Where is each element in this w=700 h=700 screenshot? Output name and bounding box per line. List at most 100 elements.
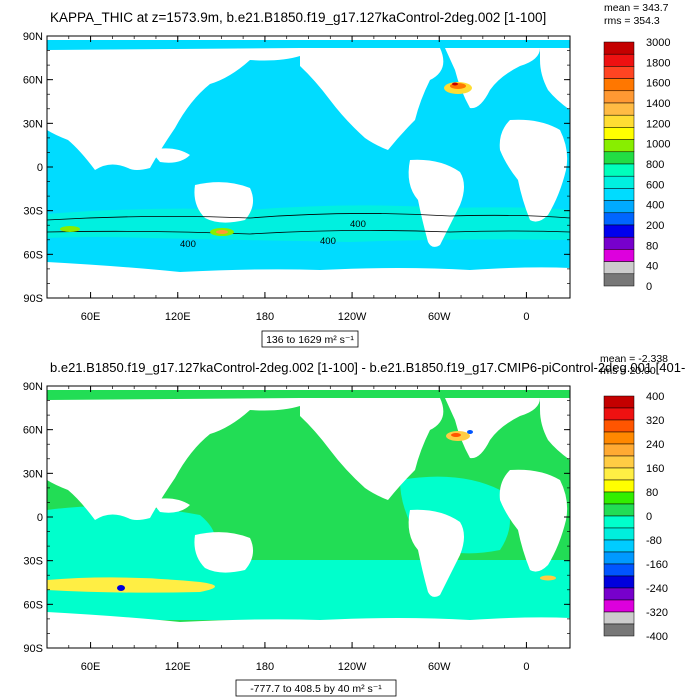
x-tick-label: 60E [81, 311, 101, 323]
x-tick-label: 120W [338, 311, 367, 323]
colorbar-label: 80 [646, 240, 658, 252]
colorbar-label: 1200 [646, 118, 670, 130]
colorbar-label: 600 [646, 179, 664, 191]
y-tick-label: 90S [23, 293, 43, 305]
colorbar-swatch [603, 102, 635, 116]
colorbar-label: 240 [646, 439, 664, 451]
colorbar-label: 40 [646, 261, 658, 273]
panel-1-contour-label: 400 [350, 219, 366, 230]
colorbar-label: 1800 [646, 57, 670, 69]
panel-1-south-america [408, 159, 464, 247]
colorbar-swatch [603, 455, 635, 469]
colorbar-swatch [603, 563, 635, 577]
panel-1-axes: 90N 60N 30N 0 30S 60S 90S 60E 120E 180 120W 60W 0 [23, 31, 571, 323]
panel-2-australia [194, 532, 254, 573]
colorbar-swatch [603, 261, 635, 275]
colorbar-swatch [603, 224, 635, 238]
y-tick-label: 60S [23, 599, 43, 611]
colorbar-swatch [603, 236, 635, 250]
colorbar-label: 3000 [646, 37, 670, 49]
panel-2-axes: 90N 60N 30N 0 30S 60S 90S 60E 120E 180 120W 60W 0 [23, 381, 571, 673]
colorbar-label: -240 [646, 583, 668, 595]
panel-1-rms: rms = 354.3 [604, 15, 660, 27]
colorbar-swatch [603, 479, 635, 493]
colorbar-label: -320 [646, 607, 668, 619]
colorbar-swatch [603, 407, 635, 421]
panel-1-mean: mean = 343.7 [604, 2, 669, 14]
colorbar-label: 1400 [646, 98, 670, 110]
panel-2-asia [47, 398, 300, 520]
colorbar-label: 1600 [646, 78, 670, 90]
panel-1-contour-label: 400 [320, 236, 336, 247]
y-tick-label: 0 [37, 512, 43, 524]
colorbar-swatch [603, 151, 635, 165]
y-tick-label: 0 [37, 162, 43, 174]
colorbar-label: 160 [646, 463, 664, 475]
colorbar-label: 400 [646, 200, 664, 212]
colorbar-swatch [603, 515, 635, 529]
colorbar-swatch [603, 419, 635, 433]
colorbar-swatch [603, 467, 635, 481]
colorbar-swatch [603, 527, 635, 541]
panel-1-africa [499, 119, 568, 222]
panel-1-range-box [261, 330, 359, 348]
y-tick-label: 90N [23, 31, 43, 43]
colorbar-swatch [603, 273, 635, 287]
panel-1-range-label: 136 to 1629 m² s⁻¹ [266, 334, 354, 346]
panel-2-colorbar: 400 320 240 160 80 0 -80 -160 -240 -320 -400 [603, 391, 668, 643]
panel-2-range-label: -777.7 to 408.5 by 40 m² s⁻¹ [250, 683, 382, 695]
panel-1-map: 400 400 400 [47, 36, 570, 298]
panel-1-north-america [300, 48, 444, 150]
colorbar-label: 0 [646, 281, 652, 293]
x-tick-label: 0 [523, 661, 529, 673]
panel-2-north-america [300, 398, 444, 500]
colorbar-label: 80 [646, 487, 658, 499]
colorbar-swatch [603, 114, 635, 128]
panel-2-south-america [408, 509, 464, 597]
panel-2: b.e21.B1850.f19_g17.127kaControl-2deg.00… [23, 353, 685, 697]
panel-1-asia [47, 48, 300, 170]
panel-2-title: b.e21.B1850.f19_g17.127kaControl-2deg.00… [50, 360, 685, 375]
panel-2-range-box [235, 679, 397, 697]
x-tick-label: 120E [165, 311, 191, 323]
colorbar-swatch [603, 188, 635, 201]
colorbar-swatch [603, 139, 635, 153]
panel-1-australia [194, 182, 254, 223]
panel-1: KAPPA_THIC at z=1573.9m, b.e21.B1850.f19… [23, 2, 670, 348]
colorbar-label: 0 [646, 511, 652, 523]
colorbar-swatch [603, 611, 635, 625]
colorbar-swatch [603, 175, 635, 189]
colorbar-label: 800 [646, 159, 664, 171]
panel-2-africa [499, 469, 568, 572]
colorbar-swatch [603, 41, 635, 55]
colorbar-label: 200 [646, 220, 664, 232]
x-tick-label: 60W [428, 661, 451, 673]
x-tick-label: 180 [256, 311, 274, 323]
colorbar-swatch [603, 212, 635, 226]
y-tick-label: 60N [23, 425, 43, 437]
y-tick-label: 30N [23, 468, 43, 480]
y-tick-label: 60S [23, 249, 43, 261]
y-tick-label: 60N [23, 75, 43, 87]
colorbar-swatch [603, 66, 635, 79]
x-tick-label: 0 [523, 311, 529, 323]
colorbar-swatch [603, 503, 635, 517]
x-tick-label: 120W [338, 661, 367, 673]
colorbar-swatch [603, 443, 635, 457]
colorbar-swatch [603, 395, 635, 409]
colorbar-swatch [603, 90, 635, 104]
x-tick-label: 180 [256, 661, 274, 673]
colorbar-swatch [603, 249, 635, 262]
colorbar-swatch [603, 587, 635, 601]
y-tick-label: 90S [23, 643, 43, 655]
colorbar-label: 320 [646, 415, 664, 427]
colorbar-label: 1000 [646, 139, 670, 151]
x-tick-label: 120E [165, 661, 191, 673]
colorbar-swatch [603, 539, 635, 553]
colorbar-swatch [603, 127, 635, 140]
colorbar-swatch [603, 599, 635, 613]
panel-2-mean: mean = -2.338 [600, 353, 668, 365]
colorbar-swatch [603, 53, 635, 67]
x-tick-label: 60E [81, 661, 101, 673]
